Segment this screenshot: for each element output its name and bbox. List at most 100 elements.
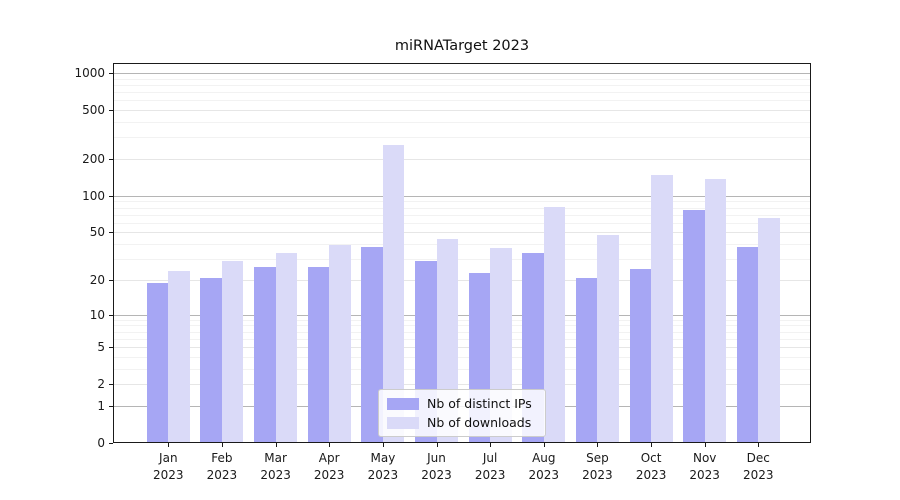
grid-minor <box>113 84 811 86</box>
grid-minor <box>113 325 811 327</box>
x-tick-label: May 2023 <box>367 451 399 482</box>
bar-downloads <box>329 245 351 443</box>
y-tick-mark <box>109 405 113 407</box>
grid-minor <box>113 207 811 209</box>
x-tick-mark <box>168 443 170 447</box>
grid-major <box>113 73 811 74</box>
grid-minor <box>113 368 811 370</box>
y-tick-mark <box>109 232 113 234</box>
x-tick-label: Feb 2023 <box>206 451 238 482</box>
y-tick-mark <box>109 347 113 348</box>
y-tick-label: 500 <box>82 103 105 118</box>
grid-mid <box>113 159 811 160</box>
grid-minor <box>113 201 811 203</box>
grid-mid <box>113 110 811 112</box>
x-tick-mark <box>543 443 545 447</box>
y-tick-label: 1 <box>97 398 105 413</box>
x-tick-label: Oct 2023 <box>635 451 667 482</box>
bar-ips <box>307 266 330 443</box>
x-tick-mark <box>382 443 384 447</box>
grid-major <box>113 195 811 197</box>
grid-minor <box>113 92 811 94</box>
bar-downloads <box>704 179 727 443</box>
legend-item-downloads: Nb of downloads <box>387 415 537 430</box>
x-tick-label: Jul 2023 <box>474 451 506 482</box>
legend-item-ips: Nb of distinct IPs <box>387 396 537 411</box>
y-tick-label: 2 <box>97 377 105 392</box>
grid-minor <box>113 331 811 333</box>
bar-downloads <box>168 270 190 443</box>
bar-ips <box>254 266 276 443</box>
y-tick-label: 20 <box>89 272 105 287</box>
x-tick-mark <box>436 443 438 447</box>
grid-minor <box>113 100 811 102</box>
bar-downloads <box>651 175 673 443</box>
grid-mid <box>113 384 811 386</box>
grid-mid <box>113 347 811 348</box>
x-tick-label: Mar 2023 <box>260 451 291 482</box>
bar-downloads <box>221 260 244 443</box>
y-tick-label: 5 <box>97 340 105 354</box>
x-tick-mark <box>490 443 492 447</box>
y-tick-mark <box>109 443 113 444</box>
x-tick-mark <box>597 443 599 447</box>
grid-minor <box>113 214 811 216</box>
grid-mid <box>113 279 811 281</box>
y-tick-label: 200 <box>82 152 105 166</box>
x-tick-label: Dec 2023 <box>743 451 774 482</box>
grid-minor <box>113 122 811 123</box>
x-tick-mark <box>275 443 277 447</box>
x-tick-mark <box>329 443 331 447</box>
grid-minor <box>113 338 811 340</box>
x-tick-label: Sep 2023 <box>582 451 613 482</box>
bar-downloads <box>597 234 619 443</box>
y-tick-label: 1000 <box>74 66 105 80</box>
grid-minor <box>113 319 811 321</box>
x-tick-mark <box>221 443 223 447</box>
y-tick-mark <box>109 384 113 386</box>
bar-downloads <box>758 217 780 443</box>
legend-swatch-downloads <box>387 416 419 429</box>
grid-minor <box>113 259 811 261</box>
bar-ips <box>683 209 705 443</box>
y-tick-mark <box>109 110 113 112</box>
y-tick-mark <box>109 195 113 197</box>
bar-downloads <box>543 207 566 443</box>
x-tick-mark <box>651 443 653 447</box>
y-tick-mark <box>109 73 113 74</box>
bar-ips <box>200 277 222 443</box>
x-tick-label: Jun 2023 <box>421 451 452 482</box>
x-tick-mark <box>704 443 706 447</box>
bar-downloads <box>275 252 298 443</box>
y-tick-label: 10 <box>89 307 105 322</box>
bar-ips <box>736 246 759 443</box>
grid-minor <box>113 356 811 358</box>
bar-downloads <box>382 145 405 443</box>
y-tick-mark <box>109 159 113 160</box>
x-tick-label: Apr 2023 <box>313 451 345 482</box>
y-tick-label: 50 <box>89 225 105 240</box>
grid-minor <box>113 137 811 139</box>
x-tick-label: Aug 2023 <box>528 451 560 482</box>
y-tick-mark <box>109 279 113 281</box>
grid-mid <box>113 232 811 234</box>
legend-label-downloads: Nb of downloads <box>427 415 532 430</box>
x-tick-label: Jan 2023 <box>153 451 184 482</box>
y-tick-label: 100 <box>82 188 105 203</box>
x-tick-label: Nov 2023 <box>689 451 720 482</box>
bar-ips <box>629 268 652 443</box>
y-tick-mark <box>109 314 113 316</box>
legend-label-ips: Nb of distinct IPs <box>427 396 532 411</box>
axes-box <box>113 63 811 443</box>
chart-title: miRNATarget 2023 <box>394 38 530 54</box>
legend: Nb of distinct IPs Nb of downloads <box>378 389 546 437</box>
grid-major <box>113 314 811 316</box>
legend-swatch-ips <box>387 397 419 410</box>
grid-minor <box>113 78 811 80</box>
grid-minor <box>113 244 811 246</box>
bar-ips <box>575 277 598 443</box>
y-tick-label: 0 <box>97 436 105 450</box>
x-tick-mark <box>758 443 760 447</box>
